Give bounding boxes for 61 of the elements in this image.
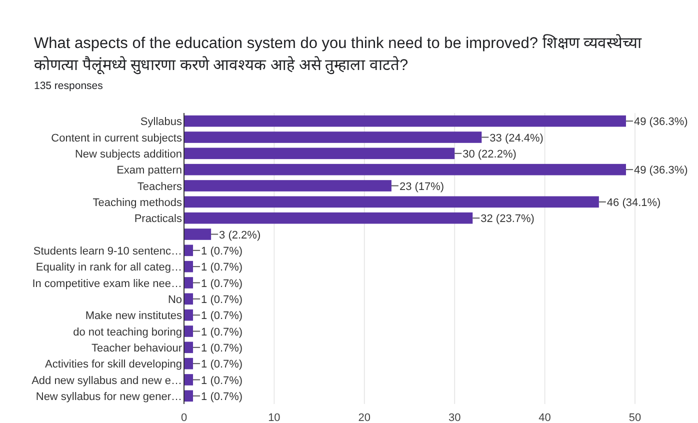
y-tick-label: Teachers xyxy=(137,180,182,193)
y-tick-label: Add new syllabus and new e… xyxy=(32,374,182,387)
data-label: 1 (0.7%) xyxy=(201,390,243,403)
bar xyxy=(184,309,194,321)
y-tick-label: In competitive exam like nee… xyxy=(32,278,182,290)
data-label: 30 (22.2%) xyxy=(462,148,516,160)
bar xyxy=(184,244,194,256)
bar xyxy=(184,115,626,127)
data-label: 1 (0.7%) xyxy=(201,262,243,274)
x-tick-label: 40 xyxy=(538,412,551,423)
bar xyxy=(184,293,194,305)
y-tick-label: Practicals xyxy=(134,213,182,226)
bar xyxy=(184,342,194,354)
bar xyxy=(184,326,194,337)
data-label: 1 (0.7%) xyxy=(201,326,243,338)
data-label: 1 (0.7%) xyxy=(201,310,243,322)
x-tick-label: 30 xyxy=(448,412,461,423)
bar xyxy=(184,180,392,192)
y-tick-label: Teaching methods xyxy=(92,196,182,209)
bar xyxy=(184,164,626,176)
data-label: 33 (24.4%) xyxy=(490,132,544,144)
y-tick-label: Exam pattern xyxy=(116,164,182,177)
bar xyxy=(184,228,212,240)
data-label: 49 (36.3%) xyxy=(634,164,688,177)
x-tick-label: 0 xyxy=(180,412,188,423)
data-label: 1 (0.7%) xyxy=(201,342,243,354)
bar xyxy=(184,212,473,224)
data-label: 23 (17%) xyxy=(399,180,444,193)
x-tick-label: 50 xyxy=(628,412,642,423)
y-tick-label: Students learn 9-10 sentenc… xyxy=(33,245,182,258)
bar xyxy=(184,260,194,272)
data-label: 3 (2.2%) xyxy=(219,229,261,242)
y-tick-label: Make new institutes xyxy=(85,310,182,322)
y-tick-label: Content in current subjects xyxy=(51,132,182,144)
data-label: 1 (0.7%) xyxy=(201,278,243,290)
y-tick-label: Syllabus xyxy=(140,116,182,128)
text: 135 responses xyxy=(34,80,103,92)
data-label: 1 (0.7%) xyxy=(201,374,243,387)
data-label: 49 (36.3%) xyxy=(634,116,688,128)
bar xyxy=(184,196,599,208)
chart-title: What aspects of the education system do you think need to be improved? शिक्षण व्यवस्थेच्या कोणत्या पैलूंमध्ये सुधारणा करणे आवश्यक आहे असे तुम्हाला वाटते? xyxy=(34,33,643,76)
y-tick-label: Activities for skill developing xyxy=(45,358,182,371)
y-tick-label: New syllabus for new gener… xyxy=(36,390,182,403)
bar xyxy=(184,374,194,386)
y-tick-label: do not teaching boring xyxy=(73,326,182,338)
bar xyxy=(184,132,482,143)
data-label: 1 (0.7%) xyxy=(201,358,243,371)
bar xyxy=(184,148,455,160)
data-label: 32 (23.7%) xyxy=(480,213,534,226)
data-label: 1 (0.7%) xyxy=(201,245,243,258)
x-tick-label: 20 xyxy=(358,412,371,423)
x-tick-label: 10 xyxy=(268,412,280,423)
y-tick-label: New subjects addition xyxy=(74,148,182,160)
y-tick-label: Equality in rank for all categ… xyxy=(36,262,182,274)
bar xyxy=(184,358,194,370)
data-label: 46 (34.1%) xyxy=(606,196,661,209)
y-tick-label: Teacher behaviour xyxy=(91,342,182,354)
bar xyxy=(184,277,194,288)
bar xyxy=(184,390,194,402)
y-tick-label: No xyxy=(168,294,182,306)
data-label: 1 (0.7%) xyxy=(201,294,243,306)
